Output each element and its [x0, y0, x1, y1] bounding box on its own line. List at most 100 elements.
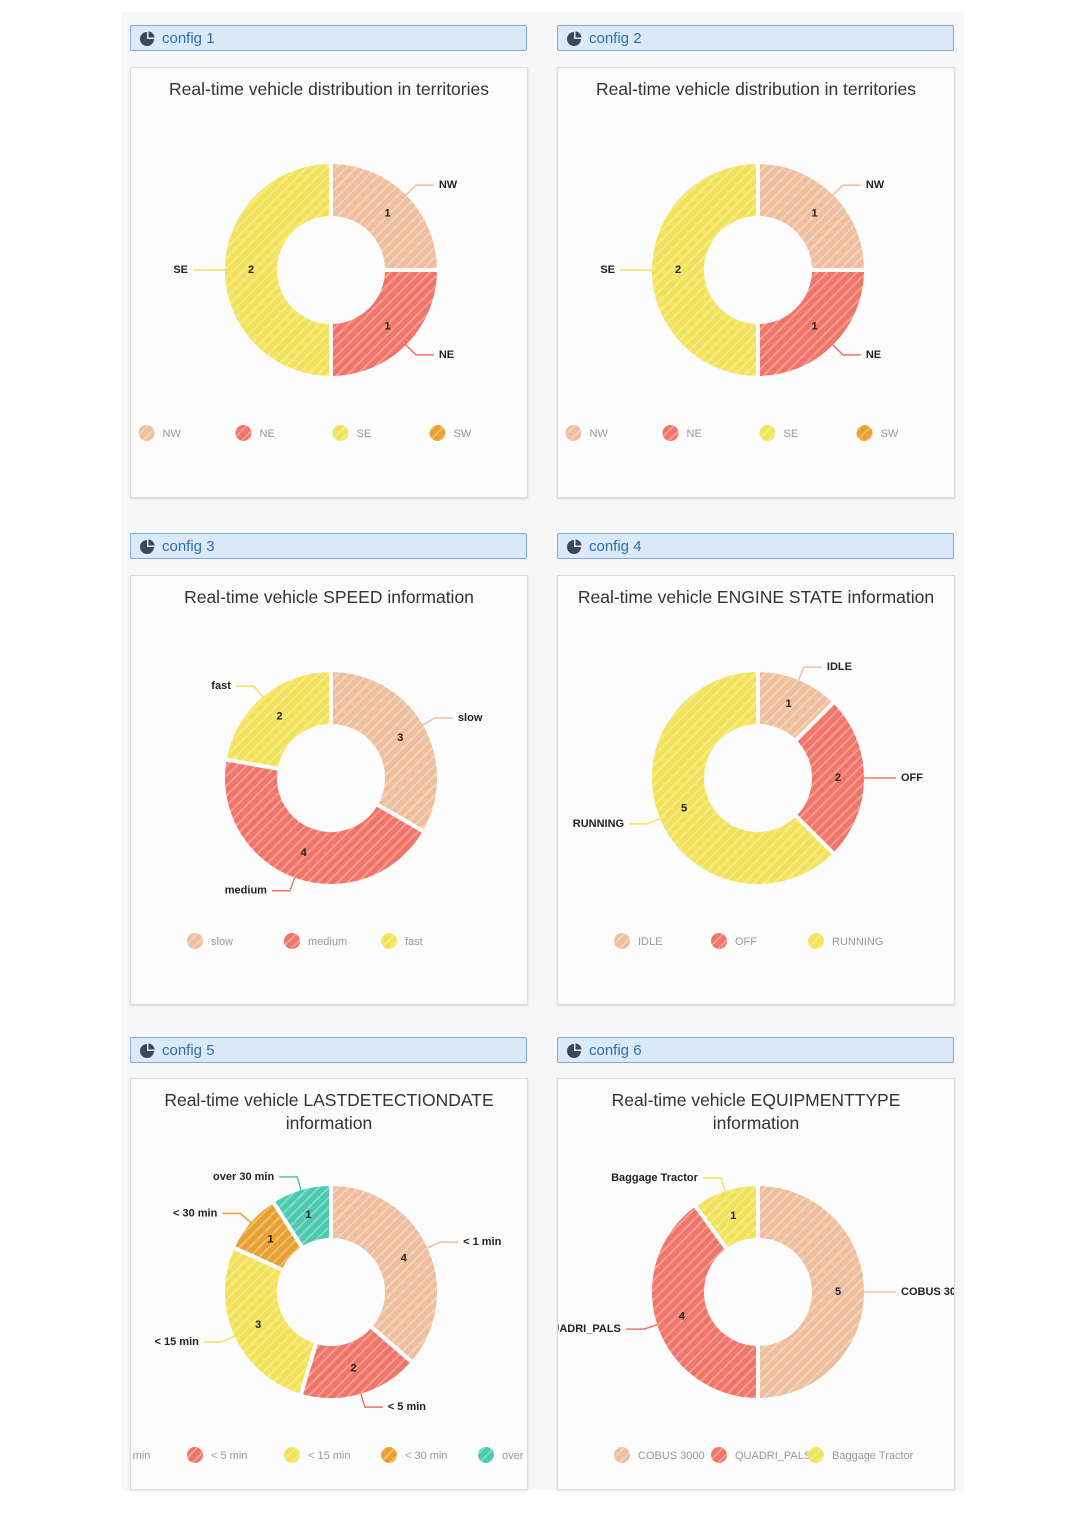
panel-header-label: config 5 — [162, 1042, 215, 1059]
legend-label: < 30 min — [405, 1450, 448, 1462]
data-label: 2 — [248, 264, 254, 276]
chart-panel: Real-time vehicle distribution in territ… — [557, 67, 955, 498]
leader-line — [405, 344, 434, 356]
leader-line — [360, 1393, 383, 1408]
pie-icon — [140, 539, 155, 554]
legend-swatch — [662, 425, 679, 441]
legend-item[interactable]: RUNNING — [808, 933, 883, 949]
data-label: 1 — [730, 1210, 736, 1222]
legend-swatch — [381, 933, 397, 949]
leader-line — [702, 1177, 726, 1192]
data-label: 3 — [255, 1319, 261, 1331]
legend-item[interactable]: < 15 min — [284, 1447, 351, 1463]
legend-swatch — [429, 425, 446, 441]
donut-slice — [756, 1181, 868, 1403]
donut-slice — [329, 667, 441, 835]
chart: 3 slow 4 medium 2 fast slow medium fast — [187, 667, 483, 949]
legend-item[interactable]: QUADRI_PALS — [711, 1447, 811, 1463]
legend-item[interactable]: fast — [381, 933, 423, 949]
legend-label: COBUS 3000 — [638, 1450, 705, 1462]
outer-label: OFF — [901, 772, 923, 784]
legend-item[interactable]: < 1 min — [131, 1447, 150, 1463]
outer-label: SE — [173, 264, 188, 276]
data-label: 5 — [835, 1286, 841, 1298]
outer-label: NE — [439, 349, 454, 361]
outer-label: COBUS 3000 — [901, 1286, 954, 1298]
panel-header-label: config 3 — [162, 538, 215, 555]
legend-label: RUNNING — [832, 936, 883, 948]
leader-line — [222, 1212, 252, 1224]
icon-shape — [140, 32, 154, 46]
donut-slice — [329, 1181, 441, 1366]
legend-label: < 15 min — [308, 1450, 351, 1462]
legend-label: slow — [211, 936, 233, 948]
data-label: 2 — [835, 772, 841, 784]
legend-item[interactable]: over 30 min — [478, 1447, 527, 1463]
legend-label: SW — [454, 428, 472, 440]
legend-swatch — [187, 933, 203, 949]
legend-swatch — [856, 425, 873, 441]
legend-item[interactable]: OFF — [711, 933, 757, 949]
chart: 1 NW 1 NE 2 SE NW NE SE SW — [565, 159, 899, 441]
chart-title: Real-time vehicle distribution in territ… — [169, 79, 489, 99]
legend-item[interactable]: NE — [235, 425, 275, 441]
legend-item[interactable]: Baggage Tractor — [808, 1447, 914, 1463]
legend-item[interactable]: NE — [662, 425, 702, 441]
outer-label: Baggage Tractor — [611, 1172, 699, 1184]
leader-line — [797, 666, 822, 681]
legend-item[interactable]: COBUS 3000 — [614, 1447, 705, 1463]
donut-slice — [221, 756, 428, 888]
legend-swatch — [284, 933, 300, 949]
donut-slice — [648, 667, 838, 888]
chart-title: Real-time vehicle ENGINE STATE informati… — [577, 587, 935, 607]
legend-label: < 5 min — [211, 1450, 247, 1462]
icon-shape — [575, 31, 582, 38]
legend-swatch — [565, 425, 582, 441]
outer-label: fast — [211, 680, 231, 692]
icon-shape — [140, 540, 154, 554]
chart-panel: Real-time vehicle LASTDETECTIONDATE info… — [130, 1078, 528, 1490]
legend-label: < 1 min — [131, 1450, 150, 1462]
data-label: 1 — [267, 1234, 273, 1246]
legend-item[interactable]: < 5 min — [187, 1447, 247, 1463]
panel-header-label: config 4 — [589, 538, 642, 555]
data-label: 1 — [812, 320, 818, 332]
legend-item[interactable]: IDLE — [614, 933, 662, 949]
legend-label: NW — [163, 428, 182, 440]
legend-item[interactable]: medium — [284, 933, 347, 949]
donut-slice — [691, 1181, 760, 1253]
legend-swatch — [235, 425, 252, 441]
pie-icon — [567, 1043, 582, 1058]
legend-item[interactable]: SE — [332, 425, 372, 441]
leader-line — [203, 1335, 235, 1343]
legend-swatch — [381, 1447, 397, 1463]
legend-item[interactable]: SW — [856, 425, 899, 441]
legend-swatch — [759, 425, 776, 441]
legend-label: IDLE — [638, 936, 662, 948]
chart-panel: Real-time vehicle EQUIPMENTTYPE informat… — [557, 1078, 955, 1490]
leader-line — [422, 717, 453, 726]
legend-label: NE — [260, 428, 275, 440]
outer-label: < 5 min — [388, 1401, 426, 1413]
legend-item[interactable]: NW — [565, 425, 609, 441]
legend-item[interactable]: SE — [759, 425, 799, 441]
legend-item[interactable]: SW — [429, 425, 472, 441]
chart-panel: Real-time vehicle distribution in territ… — [130, 67, 528, 498]
data-label: 1 — [385, 320, 391, 332]
panel-header-label: config 1 — [162, 30, 215, 47]
legend-item[interactable]: < 30 min — [381, 1447, 448, 1463]
leader-line — [625, 1324, 658, 1330]
outer-label: NW — [439, 179, 458, 191]
legend-item[interactable]: slow — [187, 933, 233, 949]
outer-label: NW — [866, 179, 885, 191]
outer-label: < 1 min — [463, 1236, 501, 1248]
legend-label: fast — [405, 936, 423, 948]
legend-item[interactable]: NW — [138, 425, 182, 441]
icon-shape — [567, 32, 581, 46]
leader-line — [832, 184, 861, 196]
legend-swatch — [808, 933, 824, 949]
legend-label: SE — [784, 428, 799, 440]
donut-slice — [329, 268, 442, 381]
donut-slice — [791, 698, 868, 858]
